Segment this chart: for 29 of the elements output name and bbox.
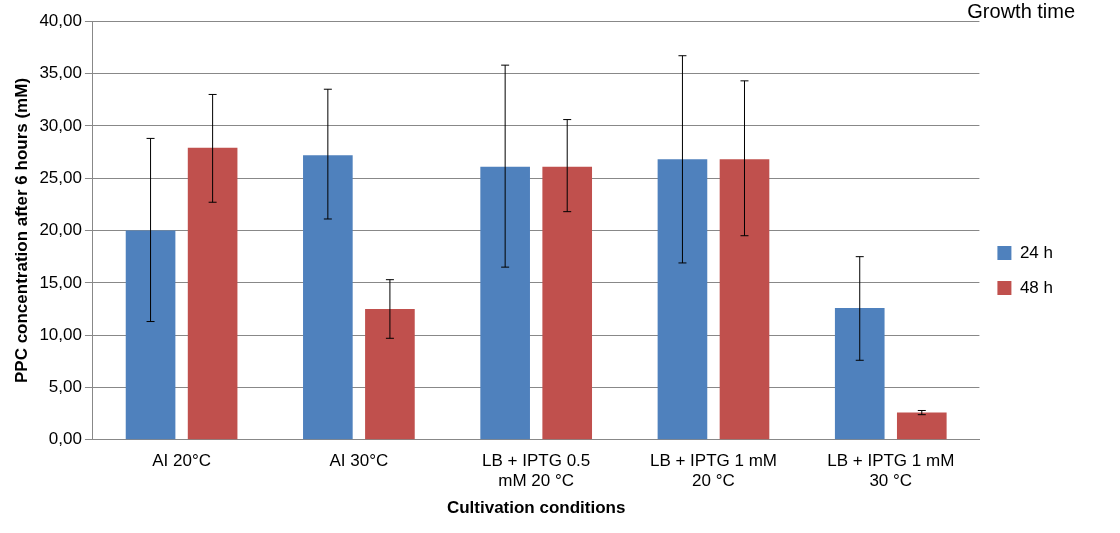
y-tick-label: 30,00 — [39, 115, 82, 135]
bar — [187, 147, 238, 440]
x-tick-label: AI 20°C — [152, 450, 211, 470]
y-tick-label: 5,00 — [48, 377, 82, 397]
y-tick-label: 10,00 — [39, 324, 82, 344]
y-tick-label: 35,00 — [39, 63, 82, 83]
x-tick-label: LB + IPTG 1 mM 30 °C — [827, 450, 955, 491]
y-tick-label: 15,00 — [39, 272, 82, 292]
y-tick-label: 40,00 — [39, 10, 82, 30]
x-tick-label: LB + IPTG 1 mM 20 °C — [649, 450, 777, 491]
x-tick-label: LB + IPTG 0.5 mM 20 °C — [482, 450, 591, 491]
bar — [834, 307, 885, 440]
bar — [896, 412, 947, 440]
y-tick-label: 25,00 — [39, 167, 82, 187]
y-tick-label: 0,00 — [48, 429, 82, 449]
bar — [719, 159, 770, 440]
y-tick-label: 20,00 — [39, 220, 82, 240]
x-tick-label: AI 30°C — [329, 450, 389, 470]
bar — [303, 155, 353, 440]
x-axis-title: Cultivation conditions — [446, 498, 626, 518]
legend-title: Growth time — [966, 0, 1077, 24]
bar — [542, 166, 593, 440]
legend-label: 24 h — [1019, 242, 1054, 262]
legend-label: 48 h — [1019, 277, 1054, 297]
y-axis-title: PPC concentration after 6 hours (mM) — [11, 77, 31, 384]
bar — [365, 308, 415, 440]
bar — [657, 159, 708, 440]
bar — [480, 166, 530, 440]
bar — [125, 230, 176, 440]
